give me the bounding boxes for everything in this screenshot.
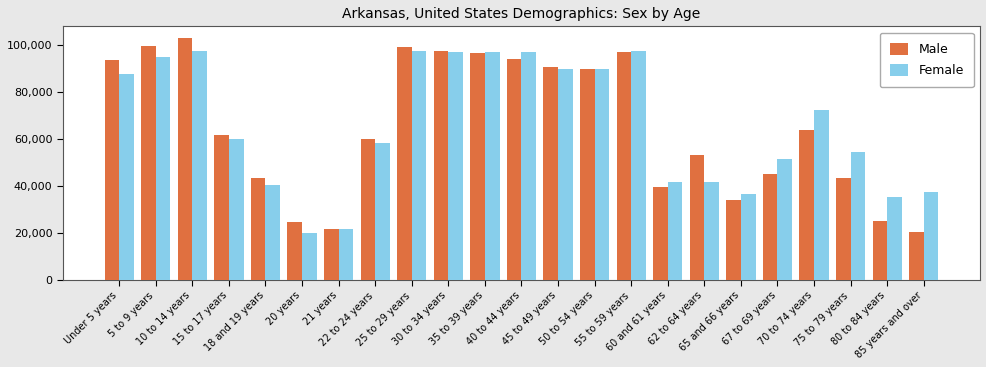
Bar [740,194,754,280]
Legend: Male, Female: Male, Female [879,33,973,87]
Bar [192,51,207,280]
Bar [799,130,813,280]
Bar [507,59,521,280]
Bar [557,69,572,280]
Bar [469,53,484,280]
Bar [250,178,265,280]
Bar [141,46,156,280]
Bar [229,139,244,280]
Bar [177,38,192,280]
Bar [594,69,608,280]
Bar [433,51,448,280]
Bar [448,52,462,280]
Bar [689,156,704,280]
Bar [302,233,317,280]
Bar [287,222,302,280]
Bar [668,182,681,280]
Bar [119,75,134,280]
Bar [726,200,740,280]
Bar [835,178,850,280]
Bar [396,47,411,280]
Bar [908,232,923,280]
Bar [265,185,280,280]
Bar [543,68,557,280]
Bar [484,52,499,280]
Bar [580,69,594,280]
Bar [762,174,777,280]
Bar [704,182,718,280]
Bar [616,52,630,280]
Bar [338,229,353,280]
Title: Arkansas, United States Demographics: Sex by Age: Arkansas, United States Demographics: Se… [342,7,700,21]
Bar [105,60,119,280]
Bar [323,229,338,280]
Bar [375,142,389,280]
Bar [411,51,426,280]
Bar [156,57,171,280]
Bar [360,139,375,280]
Bar [653,187,668,280]
Bar [214,135,229,280]
Bar [923,192,938,280]
Bar [872,221,886,280]
Bar [813,110,828,280]
Bar [521,52,535,280]
Bar [777,159,792,280]
Bar [630,51,645,280]
Bar [850,152,865,280]
Bar [886,197,901,280]
